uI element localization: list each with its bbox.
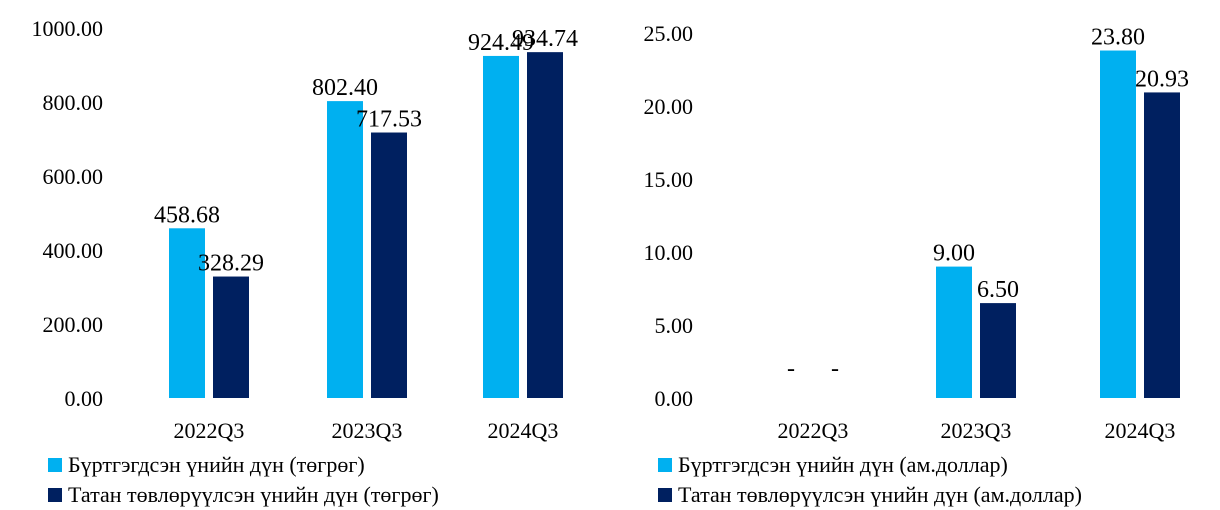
bar-2023Q3-series-1 xyxy=(936,266,972,398)
legend-swatch xyxy=(658,458,672,472)
legend-label: Бүртгэгдсэн үнийн дүн (төгрөг) xyxy=(68,452,365,477)
data-label: 802.40 xyxy=(312,75,378,101)
legend-item-left-1: Бүртгэгдсэн үнийн дүн (төгрөг) xyxy=(48,452,365,478)
x-tick-label: 2024Q3 xyxy=(488,418,559,443)
y-tick-label: 200.00 xyxy=(43,312,104,337)
legend-swatch xyxy=(48,488,62,502)
data-label: 717.53 xyxy=(356,107,422,133)
legend-label: Бүртгэгдсэн үнийн дүн (ам.доллар) xyxy=(678,452,1008,477)
bar-2022Q3-series-1 xyxy=(169,228,205,398)
y-tick-label: 400.00 xyxy=(43,238,104,263)
data-label: 924.49 xyxy=(468,30,534,56)
data-label: 934.74 xyxy=(512,26,578,52)
y-tick-label: 10.00 xyxy=(644,240,694,265)
y-tick-label: 0.00 xyxy=(65,386,104,411)
chart-mnt: 0.00 200.00 400.00 600.00 800.00 1000.00 458.6… xyxy=(32,16,579,443)
bar-2024Q3-series-2 xyxy=(527,52,563,398)
data-label: 328.29 xyxy=(198,251,264,277)
x-tick-label: 2023Q3 xyxy=(941,418,1012,443)
y-tick-label: 800.00 xyxy=(43,90,104,115)
legend-item-right-1: Бүртгэгдсэн үнийн дүн (ам.доллар) xyxy=(658,452,1008,478)
bar-2024Q3-series-1 xyxy=(483,55,519,399)
legend-swatch xyxy=(48,458,62,472)
x-tick-label: 2024Q3 xyxy=(1105,418,1176,443)
legend-label: Татан төвлөрүүлсэн үнийн дүн (ам.доллар) xyxy=(678,482,1082,507)
data-label: 458.68 xyxy=(154,202,220,228)
y-tick-label: 600.00 xyxy=(43,164,104,189)
data-label: - xyxy=(787,356,795,382)
data-label: 23.80 xyxy=(1091,25,1145,51)
y-tick-label: 20.00 xyxy=(644,94,694,119)
data-label: 20.93 xyxy=(1135,66,1189,92)
y-tick-label: 15.00 xyxy=(644,167,694,192)
bar-2023Q3-series-1 xyxy=(327,101,363,398)
x-tick-label: 2023Q3 xyxy=(332,418,403,443)
y-tick-label: 1000.00 xyxy=(32,16,104,41)
data-label: - xyxy=(831,356,839,382)
bar-2024Q3-series-1 xyxy=(1100,50,1136,399)
data-label: 9.00 xyxy=(933,241,975,267)
x-tick-label: 2022Q3 xyxy=(778,418,849,443)
legend-swatch xyxy=(658,488,672,502)
data-label: 6.50 xyxy=(977,277,1019,303)
legend-item-left-2: Татан төвлөрүүлсэн үнийн дүн (төгрөг) xyxy=(48,482,439,508)
x-tick-label: 2022Q3 xyxy=(174,418,245,443)
y-tick-label: 0.00 xyxy=(655,386,694,411)
y-tick-label: 5.00 xyxy=(655,313,694,338)
legend-label: Татан төвлөрүүлсэн үнийн дүн (төгрөг) xyxy=(68,482,439,507)
bar-2024Q3-series-2 xyxy=(1144,92,1180,398)
bar-2023Q3-series-2 xyxy=(980,303,1016,398)
bar-2022Q3-series-2 xyxy=(213,276,249,398)
y-tick-label: 25.00 xyxy=(644,21,694,46)
legend-item-right-2: Татан төвлөрүүлсэн үнийн дүн (ам.доллар) xyxy=(658,482,1082,508)
bar-2023Q3-series-2 xyxy=(371,132,407,398)
